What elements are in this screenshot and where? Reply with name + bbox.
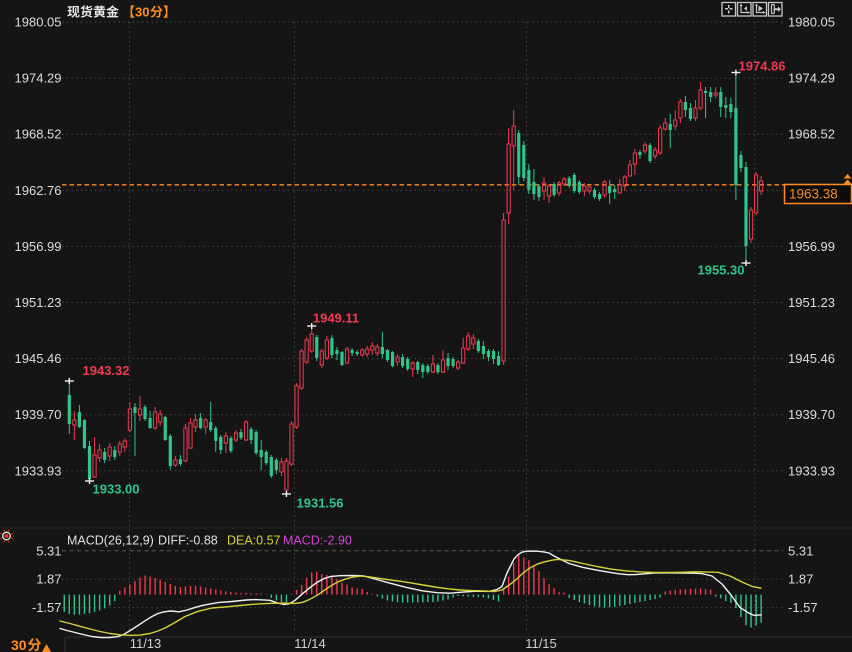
svg-text:DEA:0.57: DEA:0.57 [227,534,281,548]
svg-text:1968.52: 1968.52 [15,127,62,142]
svg-text:1968.52: 1968.52 [788,127,835,142]
svg-text:5.31: 5.31 [36,543,61,558]
svg-text:1974.29: 1974.29 [15,71,62,86]
svg-text:1933.93: 1933.93 [788,463,835,478]
svg-text:1943.32: 1943.32 [83,363,130,378]
svg-text:1974.29: 1974.29 [788,71,835,86]
svg-text:1931.56: 1931.56 [297,496,344,511]
svg-text:MACD(26,12,9): MACD(26,12,9) [67,534,154,548]
svg-text:1.87: 1.87 [788,572,813,587]
svg-text:11/13: 11/13 [130,636,162,651]
svg-text:1945.46: 1945.46 [788,351,835,366]
svg-text:1962.76: 1962.76 [15,183,62,198]
svg-text:1980.05: 1980.05 [15,15,62,30]
svg-text:1933.00: 1933.00 [93,482,140,497]
svg-text:1974.86: 1974.86 [739,59,786,74]
svg-text:1956.99: 1956.99 [15,239,62,254]
svg-text:1945.46: 1945.46 [15,351,62,366]
svg-text:1956.99: 1956.99 [788,239,835,254]
svg-text:30: 30 [11,637,27,652]
svg-text:11/14: 11/14 [294,636,326,651]
svg-text:1949.11: 1949.11 [313,311,359,326]
svg-text:-1.57: -1.57 [32,600,62,615]
svg-text:11/15: 11/15 [525,636,557,651]
svg-text:1939.70: 1939.70 [788,407,835,422]
svg-text:MACD:-2.90: MACD:-2.90 [283,534,352,548]
svg-text:1.87: 1.87 [36,572,61,587]
svg-text:1963.38: 1963.38 [789,187,838,202]
svg-text:1980.05: 1980.05 [788,15,835,30]
svg-text:DIFF:-0.88: DIFF:-0.88 [158,534,218,548]
svg-text:5.31: 5.31 [788,543,813,558]
svg-text:1939.70: 1939.70 [15,407,62,422]
svg-text:1933.93: 1933.93 [15,463,62,478]
svg-text:30: 30 [135,5,149,20]
svg-text:1951.23: 1951.23 [788,295,835,310]
svg-text:1951.23: 1951.23 [15,295,62,310]
svg-text:1955.30: 1955.30 [698,263,745,278]
svg-text:-1.57: -1.57 [788,600,818,615]
